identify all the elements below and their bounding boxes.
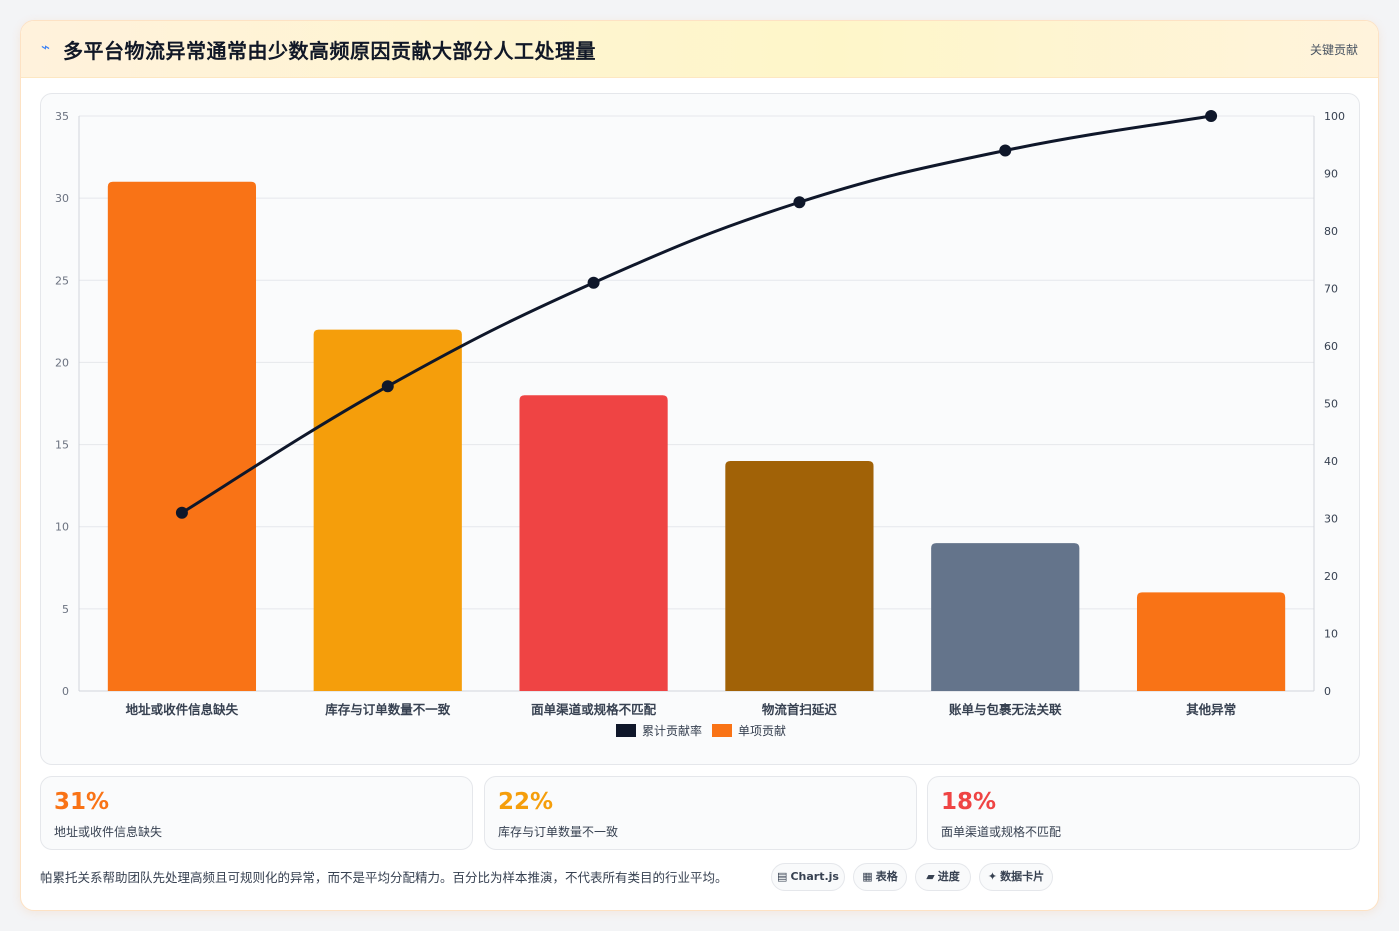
report-card: ⌁ 多平台物流异常通常由少数高频原因贡献大部分人工处理量 关键贡献 0 5 10 15…	[20, 20, 1379, 911]
y-right-tick-label: 50	[1324, 398, 1338, 411]
legend-swatch	[616, 724, 636, 737]
footer-note: 帕累托关系帮助团队先处理高频且可规则化的异常，而不是平均分配精力。百分比为样本推…	[40, 870, 728, 885]
stat-label: 地址或收件信息缺失	[54, 825, 163, 839]
table-icon: ▦	[862, 870, 873, 883]
pill-label: Chart.js	[790, 870, 839, 883]
chart-icon: ▤	[777, 870, 788, 883]
pill-progress[interactable]: ▰ 进度	[915, 863, 971, 891]
y-left-tick-label: 35	[55, 110, 69, 123]
y-right-tick-label: 70	[1324, 283, 1338, 296]
page-title: 多平台物流异常通常由少数高频原因贡献大部分人工处理量	[63, 39, 596, 63]
y-right-tick-label: 90	[1324, 168, 1338, 181]
y-left-tick-label: 15	[55, 439, 69, 452]
y-right-tick-label: 40	[1324, 455, 1338, 468]
y-left-tick-label: 25	[55, 274, 69, 287]
pareto-chart-panel: 0 5 10 15 20 25 30 35 0 10 20 30 40 50 60 70 80 90 100 地址或收…	[40, 93, 1360, 765]
y-left-tick-label: 0	[62, 685, 69, 698]
pill-data-card[interactable]: ✦ 数据卡片	[979, 863, 1053, 891]
y-right-tick-label: 80	[1324, 225, 1338, 238]
bar	[931, 543, 1080, 691]
cumulative-point	[793, 196, 806, 209]
cumulative-point	[381, 380, 394, 393]
stat-value: 31%	[54, 789, 110, 815]
x-tick-label: 账单与包裹无法关联	[949, 702, 1062, 717]
legend-label: 累计贡献率	[642, 723, 702, 738]
bar	[107, 181, 257, 691]
cumulative-point	[999, 144, 1012, 157]
bar	[725, 461, 874, 691]
y-right-tick-label: 100	[1324, 110, 1345, 123]
bar	[1136, 592, 1286, 691]
y-left-tick-label: 10	[55, 521, 69, 534]
bar	[519, 395, 668, 691]
x-tick-label: 物流首扫延迟	[762, 702, 838, 717]
pareto-chart: 0 5 10 15 20 25 30 35 0 10 20 30 40 50 60 70 80 90 100 地址或收…	[55, 110, 1345, 738]
y-right-tick-label: 20	[1324, 570, 1338, 583]
cumulative-point	[175, 506, 188, 519]
pill-label: 进度	[937, 870, 960, 883]
pill-label: 数据卡片	[1000, 870, 1045, 883]
y-right-tick-label: 30	[1324, 513, 1338, 526]
x-tick-label: 库存与订单数量不一致	[325, 702, 451, 717]
pill-table[interactable]: ▦ 表格	[853, 863, 907, 891]
stat-card-1: 31% 地址或收件信息缺失	[40, 776, 473, 850]
y-right-tick-label: 60	[1324, 340, 1338, 353]
x-tick-label: 其他异常	[1186, 702, 1236, 717]
y-right-tick-label: 10	[1324, 628, 1338, 641]
stat-value: 18%	[941, 789, 997, 815]
bolt-icon: ⌁	[41, 38, 51, 56]
progress-icon: ▰	[926, 870, 935, 883]
card-header: ⌁ 多平台物流异常通常由少数高频原因贡献大部分人工处理量 关键贡献	[21, 21, 1378, 78]
y-right-tick-label: 0	[1324, 685, 1331, 698]
y-left-tick-label: 30	[55, 192, 69, 205]
cumulative-point	[1205, 110, 1218, 122]
header-tag: 关键贡献	[1309, 43, 1358, 57]
stat-cards: 31% 地址或收件信息缺失 22% 库存与订单数量不一致 18% 面单渠道或规格…	[40, 776, 1360, 850]
cumulative-point	[587, 276, 600, 289]
legend-swatch	[712, 724, 732, 737]
y-left-tick-label: 5	[62, 603, 69, 616]
bar	[313, 329, 462, 691]
x-tick-label: 面单渠道或规格不匹配	[531, 702, 657, 717]
x-tick-label: 地址或收件信息缺失	[126, 702, 239, 717]
stat-value: 22%	[498, 789, 554, 815]
stat-label: 面单渠道或规格不匹配	[941, 825, 1062, 839]
y-left-tick-label: 20	[55, 356, 69, 369]
cumulative-line	[181, 114, 1212, 515]
legend-label: 单项贡献	[738, 723, 786, 738]
card-icon: ✦	[987, 870, 998, 883]
footer: 帕累托关系帮助团队先处理高频且可规则化的异常，而不是平均分配精力。百分比为样本推…	[40, 863, 1360, 893]
stat-card-2: 22% 库存与订单数量不一致	[484, 776, 917, 850]
pill-label: 表格	[875, 870, 898, 883]
pill-chartjs[interactable]: ▤ Chart.js	[771, 863, 845, 891]
stat-label: 库存与订单数量不一致	[498, 825, 619, 839]
stat-card-3: 18% 面单渠道或规格不匹配	[927, 776, 1360, 850]
